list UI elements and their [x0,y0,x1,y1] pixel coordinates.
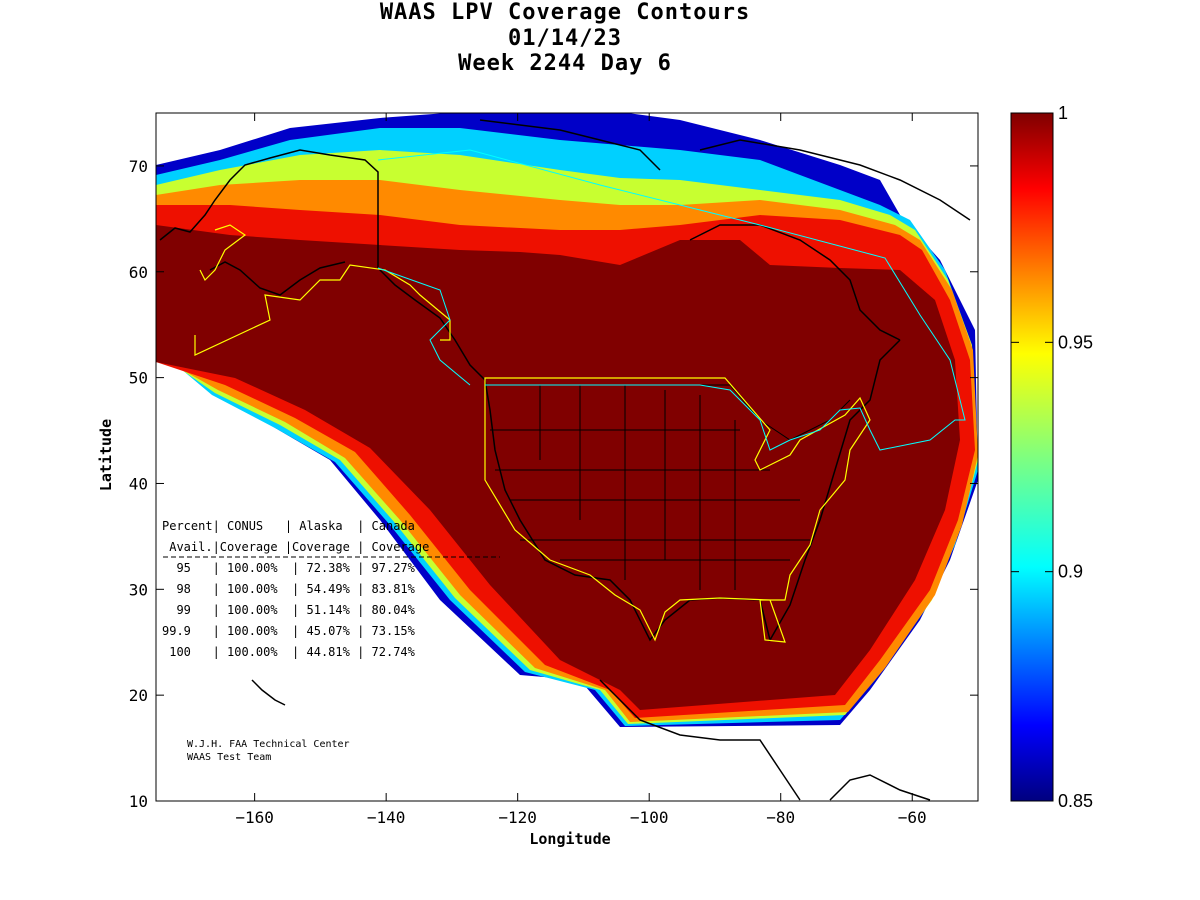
credit-line2: WAAS Test Team [187,752,271,763]
plot-frame [155,112,979,802]
table-row: 99.9 | 100.00% | 45.07% | 73.15% [162,624,416,638]
coastlines [159,119,971,801]
x-tick-label: −140 [367,808,406,827]
table-row: 100 | 100.00% | 44.81% | 72.74% [162,645,416,659]
x-tick-label: −60 [898,808,927,827]
table-header-row1: Percent| CONUS | Alaska | Canada [162,519,415,533]
colorbar: 1 0.95 0.9 0.85 [1010,103,1093,811]
colorbar-tick-label: 1 [1058,103,1068,123]
x-tick-label: −100 [630,808,669,827]
table-row: 99 | 100.00% | 51.14% | 80.04% [162,603,416,617]
chart-title-line2: 01/14/23 [508,26,622,51]
x-tick-label: −120 [498,808,537,827]
y-tick-label: 10 [129,792,148,811]
x-tick-label: −160 [235,808,274,827]
x-tick-label: −80 [766,808,795,827]
y-tick-label: 30 [129,580,148,599]
colorbar-tick-label: 0.95 [1058,332,1093,352]
x-axis-label: Longitude [529,830,610,848]
x-axis: −160 −140 −120 −100 −80 −60 [235,113,927,827]
table-header-row2: Avail.|Coverage |Coverage | Coverage [162,540,429,554]
service-area-boundary-cyan [377,149,966,451]
y-tick-label: 20 [129,686,148,705]
y-tick-label: 70 [129,157,148,176]
table-row: 98 | 100.00% | 54.49% | 83.81% [162,582,416,596]
contour-dark-red-core [156,225,960,710]
colorbar-tick-label: 0.85 [1058,791,1093,811]
table-row: 95 | 100.00% | 72.38% | 97.27% [162,561,416,575]
y-tick-label: 50 [129,369,148,388]
colorbar-gradient [1010,112,1054,802]
chart-title-line1: WAAS LPV Coverage Contours [379,0,751,25]
colorbar-tick-label: 0.9 [1058,562,1083,582]
y-tick-label: 60 [129,263,148,282]
service-area-boundary-yellow [194,224,871,643]
y-tick-label: 40 [129,474,148,493]
y-axis-label: Latitude [97,419,115,491]
y-axis: 10 20 30 40 50 60 70 [129,157,978,811]
statistics-table: Percent| CONUS | Alaska | Canada Avail.|… [162,519,500,659]
chart-title-line3: Week 2244 Day 6 [458,51,672,76]
credit-line1: W.J.H. FAA Technical Center [187,739,350,750]
